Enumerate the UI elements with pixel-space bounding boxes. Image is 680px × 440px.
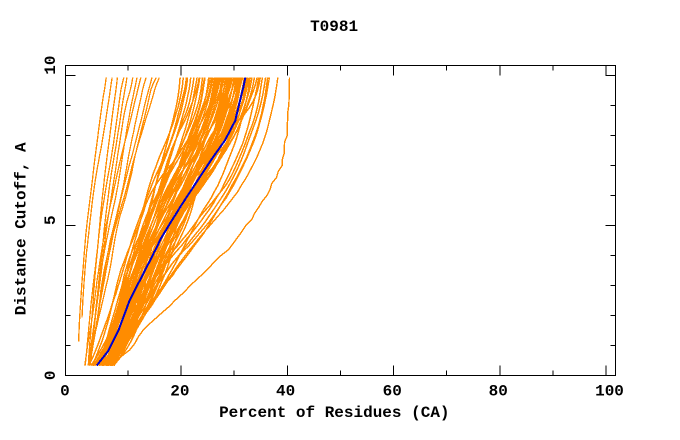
svg-text:40: 40 [276, 383, 295, 401]
svg-text:10: 10 [42, 55, 60, 74]
svg-text:0: 0 [42, 370, 60, 380]
svg-text:Percent of Residues (CA): Percent of Residues (CA) [219, 404, 449, 422]
svg-text:0: 0 [60, 383, 70, 401]
svg-text:5: 5 [42, 215, 60, 225]
svg-text:80: 80 [489, 383, 508, 401]
svg-text:Distance Cutoff, A: Distance Cutoff, A [12, 142, 30, 315]
svg-text:100: 100 [595, 383, 624, 401]
svg-text:T0981: T0981 [310, 18, 358, 36]
svg-text:60: 60 [383, 383, 402, 401]
svg-text:20: 20 [170, 383, 189, 401]
